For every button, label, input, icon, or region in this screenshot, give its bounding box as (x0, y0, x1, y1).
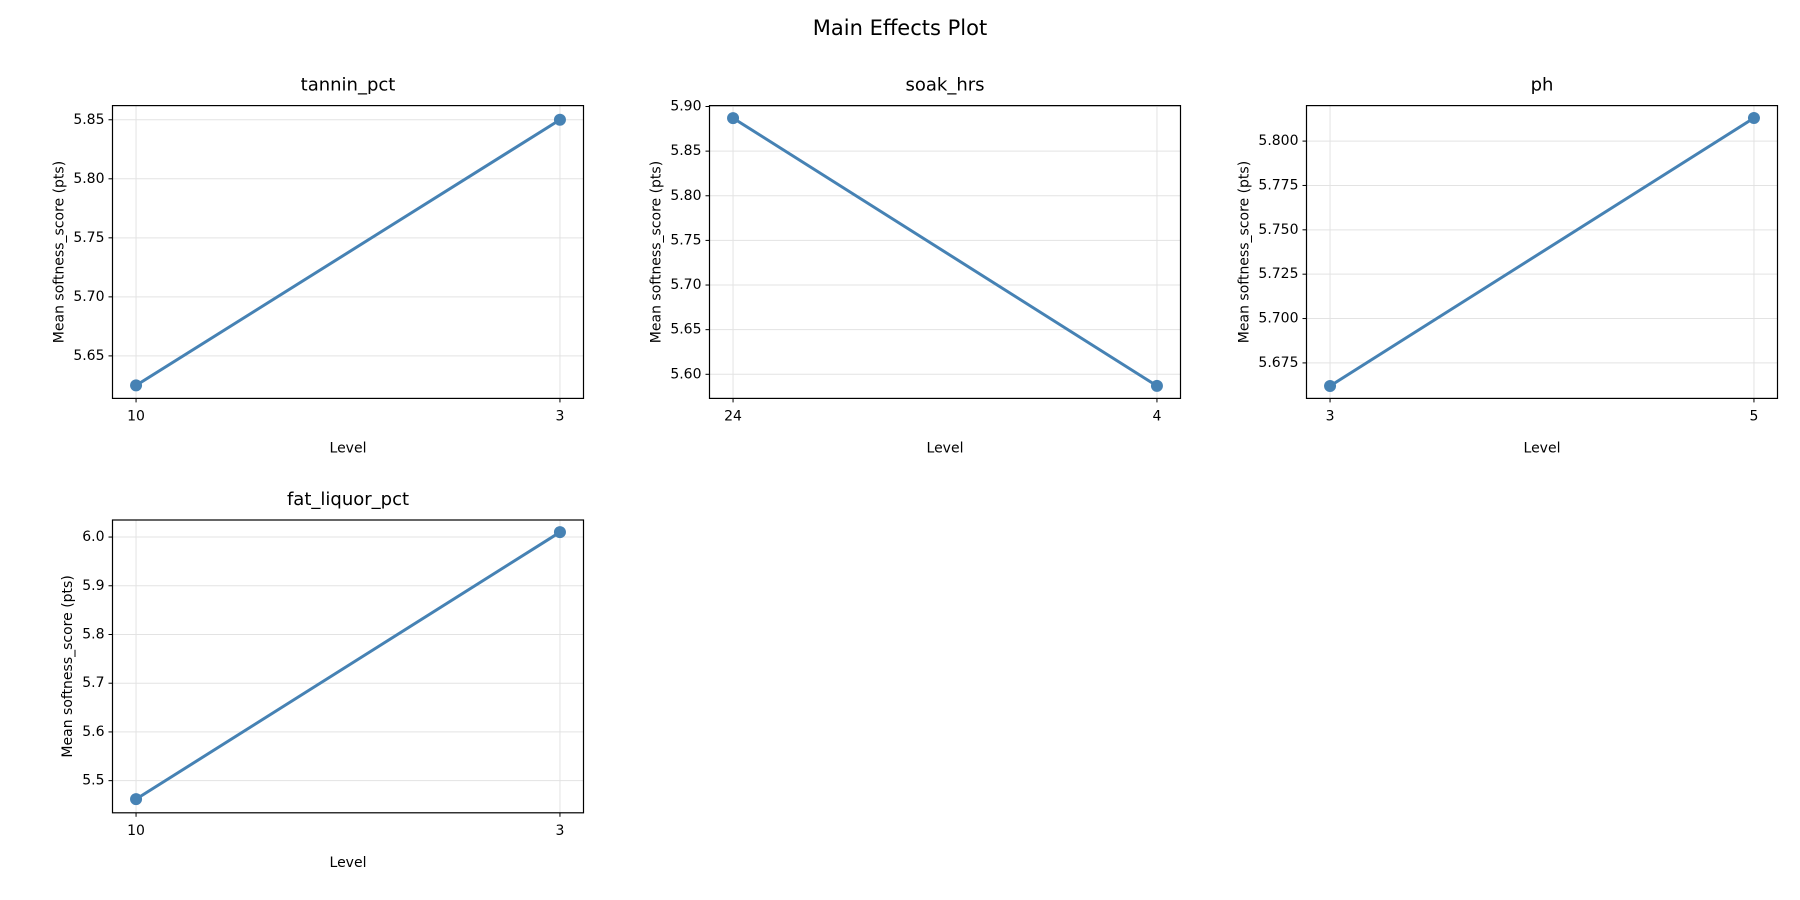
x-tick-label: 4 (1152, 408, 1161, 424)
y-axis-label: Mean softness_score (pts) (51, 161, 67, 343)
y-tick-label: 5.700 (1258, 311, 1298, 327)
y-tick-label: 5.65 (73, 348, 104, 364)
x-axis-label: Level (1524, 440, 1561, 456)
y-tick-label: 5.5 (82, 773, 104, 789)
y-tick-label: 5.70 (670, 277, 701, 293)
y-tick-label: 5.75 (73, 230, 104, 246)
axes-frame (1305, 104, 1779, 399)
y-axis-label: Mean softness_score (pts) (1236, 161, 1252, 343)
axes-frame (111, 519, 585, 814)
y-tick-label: 5.90 (670, 98, 701, 114)
y-axis-label: Mean softness_score (pts) (60, 575, 76, 757)
x-tick-label: 24 (724, 408, 742, 424)
subplot-title: tannin_pct (301, 75, 396, 96)
point (553, 113, 566, 126)
y-tick-label: 5.725 (1258, 266, 1298, 282)
y-tick-label: 5.85 (73, 112, 104, 128)
y-tick-label: 5.65 (670, 322, 701, 338)
point (1747, 112, 1760, 125)
x-tick-label: 10 (127, 823, 145, 839)
y-tick-label: 5.800 (1258, 133, 1298, 149)
y-tick-label: 5.70 (73, 289, 104, 305)
y-tick-label: 5.80 (73, 171, 104, 187)
y-tick-label: 6.0 (82, 529, 104, 545)
y-tick-label: 5.8 (82, 626, 104, 642)
y-tick-label: 5.60 (670, 366, 701, 382)
point (553, 526, 566, 539)
point (1150, 379, 1163, 392)
y-tick-label: 5.9 (82, 578, 104, 594)
point (1324, 379, 1337, 392)
axes-frame (111, 104, 585, 399)
x-tick-label: 3 (555, 823, 564, 839)
figure-title: Main Effects Plot (813, 16, 987, 40)
subplot: 5.5 5.6 5.7 5.8 5.9 6.0 10 3 fat_liquor_pct Level… (60, 489, 585, 871)
point (727, 112, 740, 125)
axes-frame (708, 104, 1182, 399)
y-tick-label: 5.750 (1258, 222, 1298, 238)
y-tick-label: 5.675 (1258, 355, 1298, 371)
x-tick-label: 3 (555, 408, 564, 424)
line (135, 118, 561, 387)
y-tick-label: 5.7 (82, 675, 104, 691)
point (130, 379, 143, 392)
y-tick-label: 5.6 (82, 724, 104, 740)
y-tick-label: 5.775 (1258, 177, 1298, 193)
point (130, 793, 143, 806)
x-axis-label: Level (330, 855, 367, 871)
x-axis-label: Level (330, 440, 367, 456)
subplot-title: ph (1531, 75, 1554, 96)
y-tick-label: 5.80 (670, 188, 701, 204)
x-tick-label: 5 (1749, 408, 1758, 424)
subplot: 5.65 5.70 5.75 5.80 5.85 10 3 tannin_pct Level Me… (51, 75, 585, 456)
y-axis-label: Mean softness_score (pts) (648, 161, 664, 343)
x-tick-label: 10 (127, 408, 145, 424)
line (732, 116, 1158, 388)
x-axis-label: Level (927, 440, 964, 456)
line (1329, 116, 1755, 388)
subplot-title: soak_hrs (905, 75, 984, 96)
subplot: 5.675 5.700 5.725 5.750 5.775 5.800 3 5 ph Level M… (1236, 75, 1779, 456)
y-tick-label: 5.85 (670, 143, 701, 159)
subplot-title: fat_liquor_pct (287, 489, 409, 510)
line (135, 530, 561, 801)
x-tick-label: 3 (1326, 408, 1335, 424)
y-tick-label: 5.75 (670, 232, 701, 248)
subplot: 5.60 5.65 5.70 5.75 5.80 5.85 5.90 24 4 soak_hrs L… (648, 75, 1182, 456)
